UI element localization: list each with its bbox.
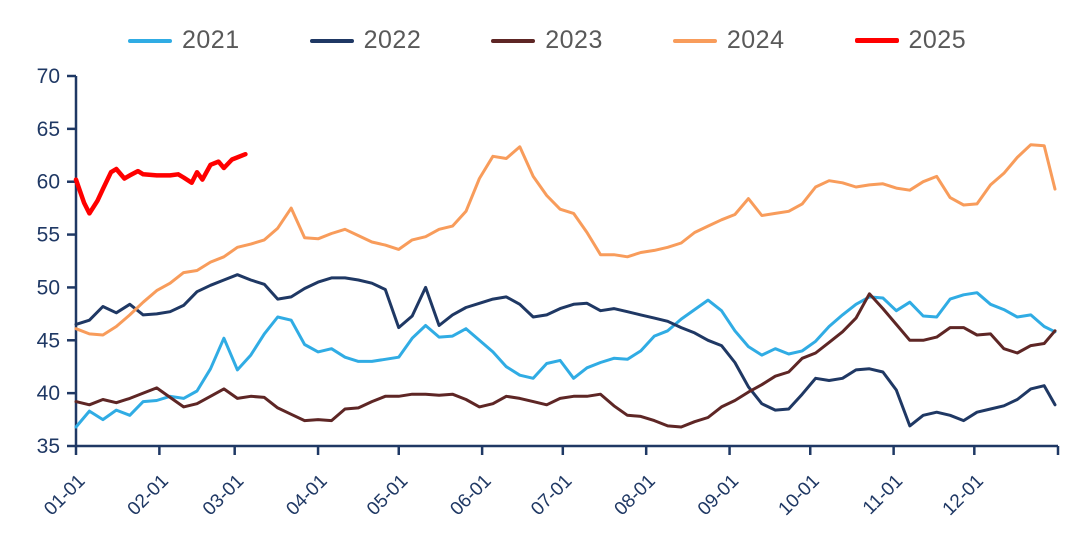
legend-item-2022: 2022 [309,26,422,55]
series-line-2025 [73,151,248,216]
x-axis-label-08-01: 08-01 [611,471,660,520]
legend-label-2024: 2024 [726,26,785,54]
legend-label-2021: 2021 [182,26,240,54]
legend-item-2025: 2025 [854,26,967,55]
x-axis-label-10-01: 10-01 [775,471,824,520]
legend-item-2024: 2024 [672,26,785,55]
legend-label-2025: 2025 [908,26,967,54]
series-line-2022 [74,273,1057,428]
x-axis-label-02-01: 02-01 [124,471,173,520]
legend-label-2022: 2022 [363,26,422,54]
x-axis-label-05-01: 05-01 [363,471,412,520]
legend-item-2023: 2023 [491,26,603,55]
x-axis-label-09-01: 09-01 [694,471,743,520]
legend-swatch-2024 [672,38,717,43]
legend-swatch-2022 [309,38,354,43]
legend-item-2021: 2021 [128,26,240,55]
x-axis-label-04-01: 04-01 [282,471,331,520]
x-axis-label-11-01: 11-01 [859,471,907,519]
x-axis-label-07-01: 07-01 [527,471,576,520]
chart-legend: 2021 2022 2023 2024 2025 [128,26,966,55]
x-axis-label-03-01: 03-01 [199,471,248,520]
y-axis-label-65: 65 [37,118,60,141]
y-axis-label-50: 50 [37,276,60,299]
y-axis-label-40: 40 [37,382,60,405]
y-axis-label-35: 35 [37,435,60,458]
legend-swatch-2021 [128,38,172,43]
series-line-2024 [74,143,1057,337]
x-axis-label-06-01: 06-01 [446,471,495,520]
y-axis-label-70: 70 [37,65,60,88]
y-axis-label-55: 55 [37,224,60,247]
legend-swatch-2023 [491,38,536,43]
y-axis-label-45: 45 [37,329,60,352]
legend-label-2023: 2023 [545,26,603,54]
y-axis-label-60: 60 [37,171,60,194]
series-line-2021 [74,291,1057,429]
x-axis-label-01-01: 01-01 [40,471,89,520]
legend-swatch-2025 [854,38,899,43]
x-axis-label-12-01: 12-01 [939,471,988,520]
series-line-2023 [74,292,1057,429]
